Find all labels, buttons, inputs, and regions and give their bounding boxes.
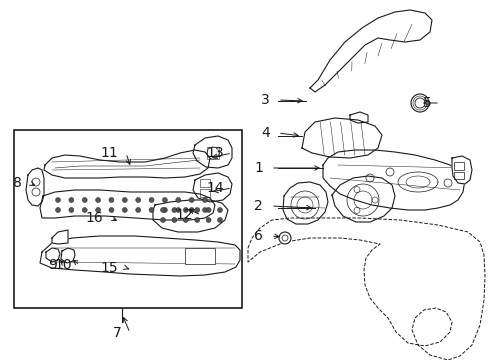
Bar	[14, 130, 242, 308]
Circle shape	[69, 198, 74, 202]
Circle shape	[194, 217, 199, 222]
Text: 2: 2	[254, 199, 263, 213]
Circle shape	[82, 207, 87, 212]
Text: 1: 1	[254, 161, 263, 175]
Circle shape	[109, 207, 114, 212]
Text: 9: 9	[48, 258, 57, 272]
Circle shape	[135, 198, 141, 202]
Text: 14: 14	[206, 181, 224, 195]
Bar	[200, 189, 209, 197]
Circle shape	[183, 217, 188, 222]
Circle shape	[135, 207, 141, 212]
Circle shape	[160, 207, 165, 212]
Circle shape	[122, 198, 127, 202]
Text: 13: 13	[206, 146, 224, 160]
Circle shape	[149, 198, 154, 202]
Circle shape	[55, 198, 61, 202]
Polygon shape	[44, 150, 209, 178]
Polygon shape	[331, 176, 394, 222]
Circle shape	[194, 207, 199, 212]
Circle shape	[69, 207, 74, 212]
Text: 6: 6	[254, 229, 263, 243]
Text: 10: 10	[54, 258, 72, 272]
Polygon shape	[153, 200, 227, 232]
Circle shape	[217, 217, 222, 222]
Circle shape	[183, 207, 188, 212]
Circle shape	[109, 198, 114, 202]
Polygon shape	[349, 112, 367, 123]
Polygon shape	[61, 248, 75, 263]
Text: 16: 16	[85, 211, 103, 225]
Bar	[184, 248, 215, 264]
Bar	[453, 172, 463, 179]
Circle shape	[202, 207, 207, 212]
Text: 8: 8	[13, 176, 22, 190]
Polygon shape	[193, 136, 231, 168]
Text: 3: 3	[261, 93, 269, 107]
Circle shape	[172, 217, 177, 222]
Circle shape	[55, 207, 61, 212]
Polygon shape	[40, 190, 215, 220]
Circle shape	[205, 217, 211, 222]
Circle shape	[172, 207, 177, 212]
Circle shape	[175, 198, 181, 202]
Circle shape	[162, 198, 167, 202]
Circle shape	[149, 207, 154, 212]
Circle shape	[162, 207, 167, 212]
Circle shape	[279, 232, 290, 244]
Circle shape	[189, 207, 194, 212]
Bar	[453, 162, 463, 170]
Text: 11: 11	[100, 146, 118, 160]
Circle shape	[202, 198, 207, 202]
Circle shape	[95, 207, 101, 212]
Polygon shape	[26, 168, 44, 206]
Polygon shape	[52, 230, 68, 244]
Text: 12: 12	[175, 208, 193, 222]
Circle shape	[95, 198, 101, 202]
Text: 4: 4	[261, 126, 269, 140]
Bar	[200, 179, 209, 187]
Circle shape	[175, 207, 181, 212]
Polygon shape	[323, 150, 464, 210]
Circle shape	[122, 207, 127, 212]
Circle shape	[217, 207, 222, 212]
Polygon shape	[451, 156, 471, 184]
Circle shape	[410, 94, 428, 112]
Polygon shape	[302, 118, 381, 158]
Text: 15: 15	[100, 261, 118, 275]
Circle shape	[189, 198, 194, 202]
Polygon shape	[309, 10, 431, 92]
Bar	[206, 147, 219, 159]
Polygon shape	[40, 236, 240, 276]
Text: 7: 7	[113, 326, 122, 340]
Polygon shape	[46, 248, 60, 262]
Circle shape	[160, 217, 165, 222]
Circle shape	[82, 198, 87, 202]
Polygon shape	[283, 182, 327, 224]
Circle shape	[205, 207, 211, 212]
Text: 5: 5	[423, 96, 431, 110]
Polygon shape	[193, 173, 231, 202]
